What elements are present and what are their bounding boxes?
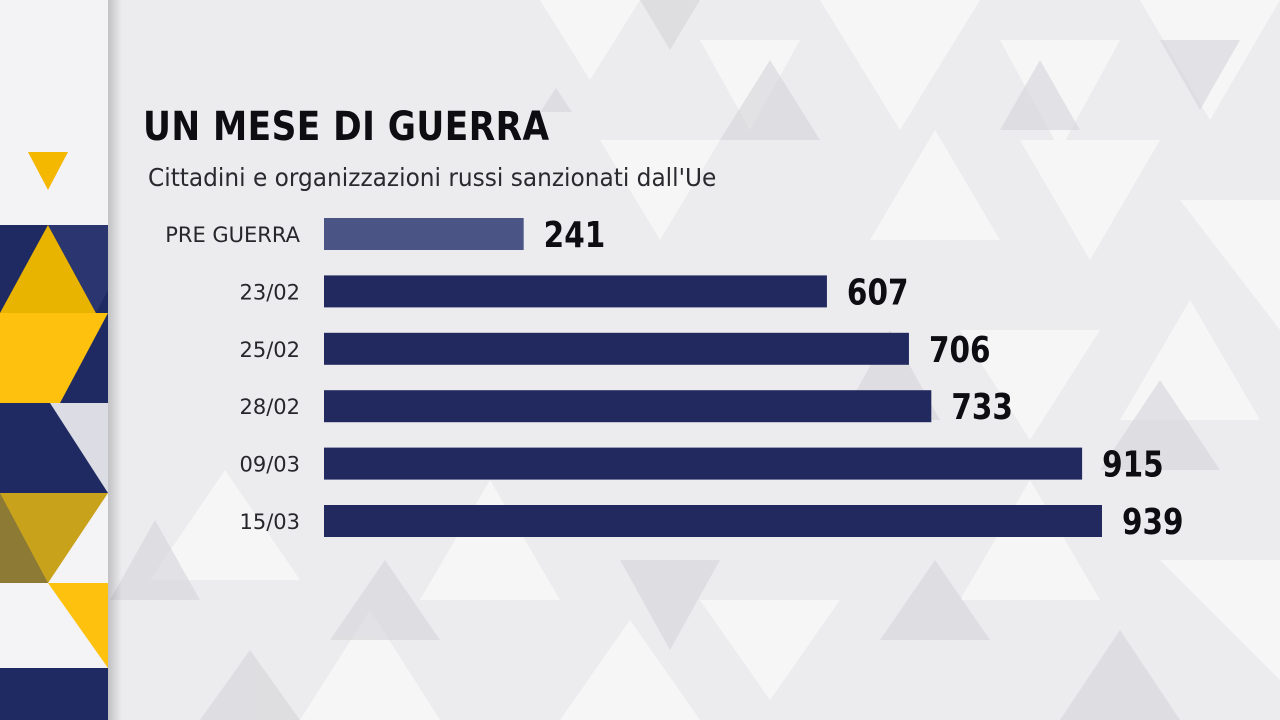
bar-3 <box>324 390 932 423</box>
yellow-triangle-icon <box>28 152 68 190</box>
side-strip-shadow <box>108 0 122 720</box>
decorative-side-strip <box>0 0 108 720</box>
category-label-3: 28/02 <box>239 395 300 419</box>
bar-5 <box>324 505 1102 537</box>
value-label-5: 939 <box>1122 500 1184 543</box>
value-label-4: 915 <box>1102 443 1164 486</box>
category-label-1: 23/02 <box>239 280 300 304</box>
bar-2 <box>324 332 909 365</box>
chart-title: UN MESE DI GUERRA <box>143 104 550 150</box>
category-label-2: 25/02 <box>239 338 300 362</box>
value-label-0: 241 <box>544 213 606 256</box>
category-label-4: 09/03 <box>239 453 300 477</box>
category-label-5: 15/03 <box>239 510 300 534</box>
value-label-2: 706 <box>929 328 991 371</box>
category-label-0: PRE GUERRA <box>165 223 300 247</box>
bar-0 <box>324 218 524 250</box>
value-label-3: 733 <box>951 385 1013 428</box>
bar-1 <box>324 275 827 308</box>
chart-subtitle: Cittadini e organizzazioni russi sanzion… <box>148 163 717 192</box>
value-label-1: 607 <box>847 270 909 313</box>
bar-4 <box>324 447 1083 480</box>
